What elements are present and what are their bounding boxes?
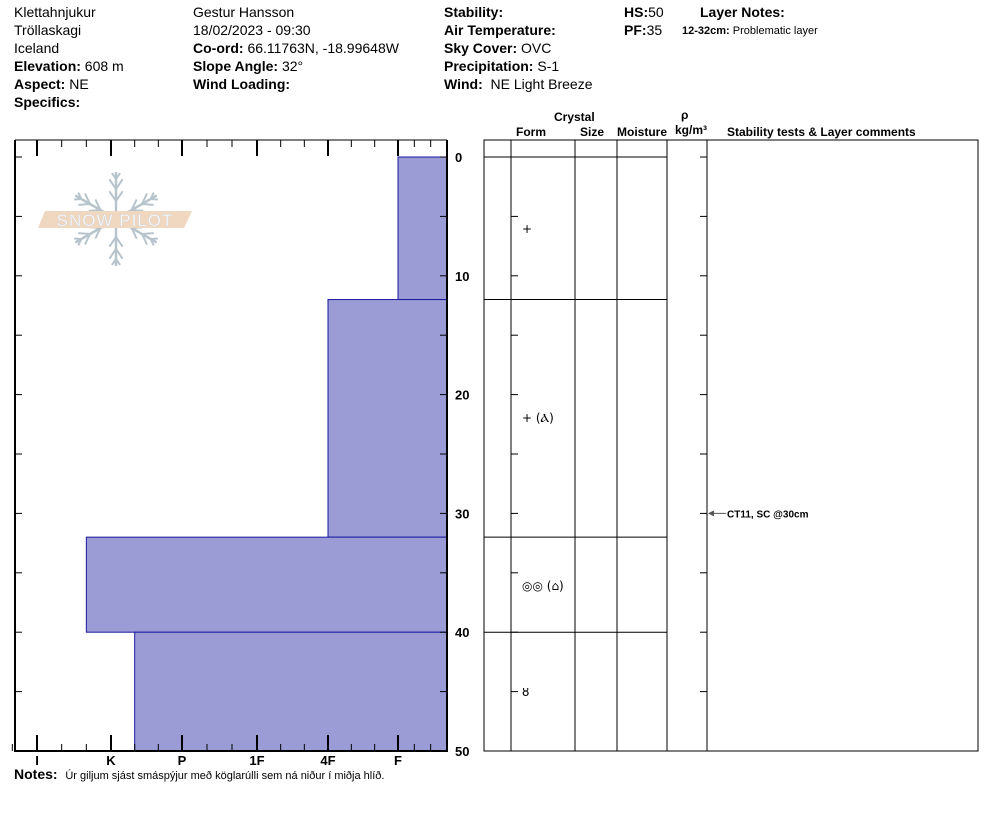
- sky-cover: Sky Cover: OVC: [444, 40, 552, 56]
- hardness-bar: [397, 156, 448, 301]
- depth-label: 0: [455, 150, 462, 165]
- header-moisture: Moisture: [617, 125, 668, 139]
- hs: HS:50: [624, 4, 664, 20]
- air-temperature: Air Temperature:: [444, 22, 556, 38]
- pf: PF:35: [624, 22, 663, 38]
- hardness-bar: [85, 536, 448, 633]
- crystal-form-symbol: ◎◎ (⌂): [522, 579, 564, 593]
- hardness-bar: [134, 631, 448, 752]
- stability: Stability:: [444, 4, 504, 20]
- layer-notes-title: Layer Notes:: [700, 4, 785, 20]
- observation-datetime: 18/02/2023 - 09:30: [193, 22, 311, 38]
- header-comments: Stability tests & Layer comments: [727, 125, 916, 139]
- hardness-label: F: [394, 753, 402, 768]
- header-size: Size: [580, 125, 605, 139]
- slope-angle: Slope Angle: 32°: [193, 58, 304, 74]
- hardness-label: 4F: [320, 753, 335, 768]
- aspect: Aspect: NE: [14, 76, 89, 92]
- observer-name: Gestur Hansson: [193, 4, 295, 20]
- layer-note: 12-32cm: Problematic layer: [682, 25, 818, 37]
- depth-label: 40: [455, 625, 469, 640]
- notes: Notes: Úr giljum sjást smáspýjur með kög…: [14, 766, 385, 782]
- location-region: Tröllaskagi: [14, 22, 82, 38]
- header-crystal: Crystal: [554, 110, 595, 124]
- elevation: Elevation: 608 m: [14, 58, 124, 74]
- location-name: Klettahnjukur: [14, 4, 96, 20]
- coordinates: Co-ord: 66.11763N, -18.99648W: [193, 40, 399, 56]
- crystal-form-symbol: +: [522, 222, 532, 236]
- precipitation: Precipitation: S-1: [444, 58, 560, 74]
- hardness-label: I: [35, 753, 39, 768]
- crystal-form-symbol: + (Ⲁ): [522, 411, 554, 425]
- wind-loading: Wind Loading:: [193, 76, 291, 92]
- depth-label: 20: [455, 388, 469, 403]
- hardness-bar: [327, 299, 448, 538]
- location-country: Iceland: [14, 40, 60, 56]
- logo-band: [38, 211, 192, 228]
- layer-table-frame: [483, 139, 979, 752]
- header-density: kg/m³: [675, 123, 708, 137]
- crystal-form-symbol: ȣ: [522, 685, 529, 699]
- specifics: Specifics:: [14, 94, 81, 110]
- header-rho: ρ: [681, 108, 689, 122]
- header-form: Form: [516, 125, 546, 139]
- wind: Wind: NE Light Breeze: [444, 76, 593, 92]
- stability-test-comment: CT11, SC @30cm: [727, 509, 809, 520]
- hardness-label: 1F: [249, 753, 264, 768]
- hardness-frame: [14, 140, 448, 752]
- hardness-label: P: [178, 753, 187, 768]
- depth-label: 10: [455, 269, 469, 284]
- logo-text: SNOW PILOT: [57, 211, 174, 230]
- depth-label: 30: [455, 506, 469, 521]
- stability-arrow-head: [708, 510, 714, 517]
- depth-label: 50: [455, 744, 469, 759]
- hardness-label: K: [106, 753, 116, 768]
